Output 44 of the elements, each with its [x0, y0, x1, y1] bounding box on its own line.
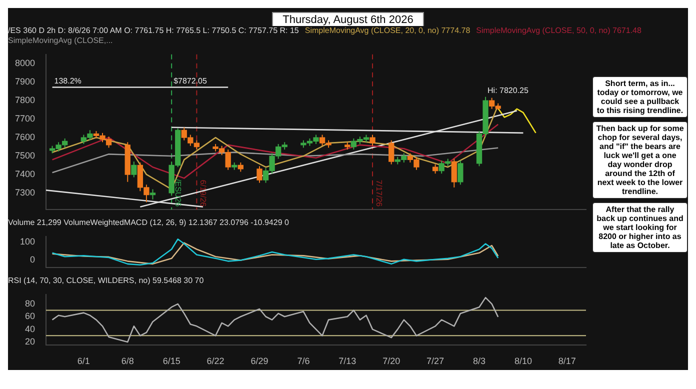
chart-subtitle: /ES 360 D 2h D: 8/6/26 7:00 AM O: 7761.75 H: 7765.5 L: 7750.5 C: 7757.75 R: 15 [8, 26, 299, 36]
annotation: $7872.05 [174, 76, 208, 86]
x-tick-label: 8/17 [558, 356, 576, 366]
x-tick-label: 8/10 [514, 356, 532, 366]
chart-title: Volume 21,299 VolumeWeightedMACD (12, 26, 9) 12.1367 23.0796 -10.9429 0 [8, 218, 289, 228]
x-tick-label: 6/15 [162, 356, 180, 366]
y-tick-label: 7400 [14, 168, 35, 179]
candlestick [370, 134, 376, 146]
chart-title: RSI (14, 70, 30, CLOSE, WILDERS, no) 59.5468 30 70 [8, 276, 204, 286]
y-tick-label: 40 [24, 324, 35, 334]
candlestick [256, 166, 262, 184]
y-tick-label: 7300 [14, 187, 35, 198]
x-tick-label: 6/1 [77, 356, 90, 366]
y-tick-label: 60 [24, 311, 35, 322]
ref-line-label: 7/17/26 [374, 180, 384, 208]
y-tick-label: 20 [24, 336, 35, 347]
x-tick-label: 7/6 [297, 356, 310, 366]
x-tick-label: 7/27 [426, 356, 444, 366]
ref-line-label: /ESU26 [173, 179, 182, 208]
annotation: Hi: 7820.25 [488, 86, 530, 96]
text: SimpleMovingAvg (CLOSE, 20, 0, no) 7774.78 [304, 26, 470, 36]
ref-line-label: 6/19/26 [198, 180, 208, 208]
x-tick-label: 7/20 [382, 356, 400, 366]
x-tick-label: 6/22 [206, 356, 224, 366]
chart-title: Thursday, August 6th 2026 [272, 12, 424, 28]
y-tick-label: 0 [30, 254, 35, 265]
y-tick-label: 80 [24, 298, 35, 308]
text: After that the rally back up continues and we start looking for 8200 or higher into as late as October. [592, 202, 688, 253]
annotation: 138.2% [54, 76, 82, 86]
text: Short term, as in... today or tomorrow, we could see a pullback to this rising trendline. [592, 76, 688, 118]
y-tick-label: 7900 [14, 76, 35, 87]
text: Then back up for some chop for several days, and "if" the bears are luck we'll get a one day wonder drop around the 12th of next week to the lower trendline. [592, 121, 688, 199]
y-tick-label: 8000 [14, 58, 35, 68]
x-tick-label: 6/8 [121, 356, 134, 366]
y-tick-label: 7800 [14, 95, 35, 106]
y-tick-label: 7500 [14, 150, 35, 161]
y-tick-label: 7700 [14, 114, 35, 124]
x-tick-label: 6/29 [250, 356, 268, 366]
x-tick-label: 7/13 [338, 356, 356, 366]
x-tick-label: 8/3 [473, 356, 486, 366]
y-tick-label: 100 [20, 236, 35, 246]
text: SimpleMovingAvg (CLOSE, 50, 0, no) 7671.48 [476, 26, 642, 36]
text: SimpleMovingAvg (CLOSE,... [8, 36, 113, 46]
y-tick-label: 7600 [14, 132, 35, 142]
